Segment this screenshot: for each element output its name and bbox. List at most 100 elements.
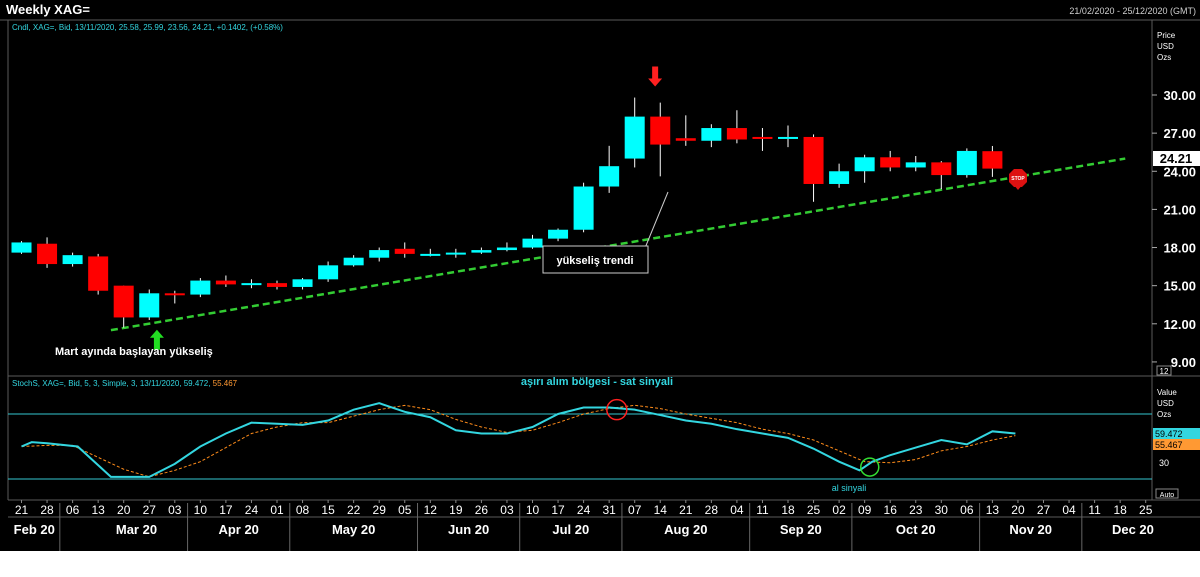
price-tick-label: 12.00	[1163, 317, 1196, 332]
candle-bear	[752, 136, 773, 139]
candle-bear	[37, 243, 58, 265]
stoch-info-suffix: 55.467	[213, 379, 238, 388]
date-tick-label: 13	[91, 503, 105, 517]
march-rise-label: Mart ayında başlayan yükseliş	[55, 346, 213, 358]
date-tick-label: 11	[756, 503, 769, 517]
overbought-label: aşırı alım bölgesi - sat sinyali	[521, 376, 673, 388]
date-axis: 21 28 06 13 20 27 03 10 17 24 01 08 15 22 29 05 12 19 26 03…	[15, 500, 1153, 517]
date-tick-label: 10	[526, 503, 540, 517]
auto-box	[1155, 488, 1179, 499]
date-tick-label: 23	[909, 503, 923, 517]
month-label: Mar 20	[116, 522, 157, 537]
stop-pointer	[1013, 184, 1023, 190]
uptrend-box	[542, 245, 649, 274]
date-tick-label: 13	[986, 503, 1000, 517]
date-tick-label: 27	[143, 503, 157, 517]
stoch-d-line	[21, 404, 1016, 478]
date-tick-label: 27	[1037, 503, 1051, 517]
chart-background	[0, 0, 1200, 551]
stoch-axis-label-3: Ozs	[1157, 410, 1171, 419]
month-label: Oct 20	[896, 522, 936, 537]
stoch-k-value: 59.472	[1155, 429, 1183, 439]
candle-bull	[292, 279, 313, 287]
date-tick-label: 12	[424, 503, 438, 517]
candle-bull	[701, 128, 722, 141]
candle-bull	[905, 162, 926, 168]
month-separators	[59, 503, 1083, 551]
price-tick-label: 21.00	[1163, 202, 1196, 217]
candle-bull	[241, 283, 262, 286]
price-tick-label: 9.00	[1171, 355, 1196, 370]
candle-bear	[267, 283, 287, 287]
candle-bull	[471, 250, 492, 253]
markers-layer	[149, 66, 663, 350]
stoch-info-prefix: StochS, XAG=, Bid, 5, 3, Simple, 3, 13/1…	[12, 379, 210, 388]
date-tick-label: 28	[705, 503, 719, 517]
date-tick-label: 21	[679, 503, 693, 517]
date-tick-label: 10	[194, 503, 208, 517]
month-label: Jul 20	[552, 522, 589, 537]
stop-badge: STOP	[1009, 169, 1027, 190]
buy-signal-circle	[860, 457, 880, 477]
date-tick-label: 07	[628, 503, 642, 517]
candle-bull	[496, 247, 517, 251]
stoch-level-30: 30	[1159, 458, 1169, 468]
month-label: Feb 20	[14, 522, 55, 537]
date-tick-label: 11	[1088, 503, 1101, 517]
date-tick-label: 02	[832, 503, 846, 517]
stoch-k-box	[1153, 428, 1200, 439]
up-arrow-icon	[149, 329, 164, 350]
candle-bear	[650, 116, 671, 145]
buy-signal-label: al sinyali	[832, 483, 867, 493]
down-arrow-icon	[648, 66, 663, 87]
candle-bear	[931, 162, 952, 176]
month-label: May 20	[332, 522, 375, 537]
candle-bull	[420, 253, 441, 256]
date-tick-label: 09	[858, 503, 872, 517]
last-price-label: 24.21	[1160, 151, 1193, 166]
candle-bull	[11, 242, 32, 253]
date-tick-label: 17	[219, 503, 233, 517]
candle-bear	[88, 256, 109, 291]
stoch-k-line	[21, 402, 1016, 478]
price-tick-label: 15.00	[1163, 279, 1196, 294]
uptrend-leader-line	[644, 191, 669, 249]
date-tick-label: 04	[1062, 503, 1076, 517]
candle-bull	[956, 150, 977, 176]
date-tick-label: 14	[654, 503, 668, 517]
price-axis-label-3: Ozs	[1157, 53, 1171, 62]
price-tick-label: 30.00	[1163, 88, 1196, 103]
candle-bull	[829, 171, 850, 184]
date-tick-label: 05	[398, 503, 412, 517]
corner-number-box	[1156, 365, 1172, 376]
month-label: Jun 20	[448, 522, 489, 537]
candle-bull	[778, 136, 798, 139]
date-tick-label: 06	[960, 503, 974, 517]
candle-bear	[164, 293, 185, 296]
candle-bear	[726, 128, 747, 140]
candle-bull	[548, 229, 569, 239]
candle-bull	[369, 250, 390, 258]
candle-bull	[190, 280, 211, 295]
month-axis: Feb 20 Mar 20 Apr 20 May 20 Jun 20 Jul 20 Aug …	[14, 522, 1154, 537]
price-axis-label-2: USD	[1157, 42, 1174, 51]
candle-bull	[522, 238, 543, 248]
date-tick-label: 28	[40, 503, 54, 517]
date-tick-label: 29	[373, 503, 387, 517]
date-tick-label: 25	[1139, 503, 1153, 517]
date-tick-label: 18	[1113, 503, 1127, 517]
candle-bull	[318, 265, 339, 280]
candle-bull	[139, 293, 160, 318]
stochastic-layer	[8, 398, 1152, 480]
date-tick-label: 06	[66, 503, 80, 517]
chart-title: Weekly XAG=	[6, 2, 90, 17]
trendline	[110, 157, 1126, 332]
date-tick-label: 24	[245, 503, 259, 517]
uptrend-annotation: yükseliş trendi	[542, 191, 669, 274]
price-axis-ticks: 9.00 12.00 15.00 18.00 21.00 24.00 27.00 30.00	[1152, 88, 1196, 370]
month-label: Aug 20	[664, 522, 707, 537]
candle-bull	[624, 116, 645, 159]
date-tick-label: 20	[1011, 503, 1025, 517]
date-tick-label: 04	[730, 503, 744, 517]
stoch-d-value: 55.467	[1155, 440, 1183, 450]
